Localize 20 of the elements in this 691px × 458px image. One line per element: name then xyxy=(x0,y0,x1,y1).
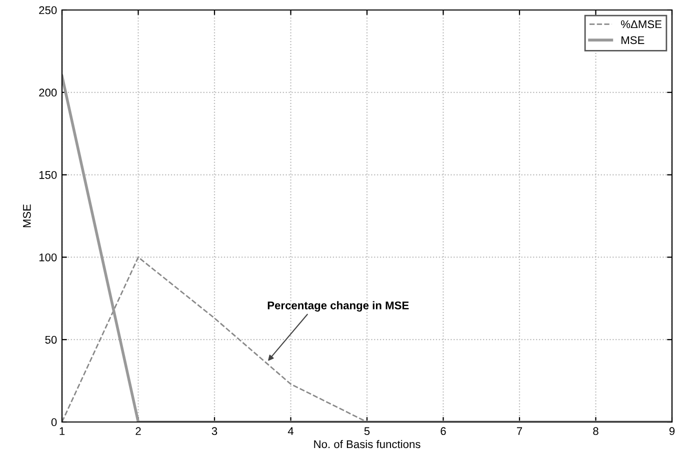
x-axis-title: No. of Basis functions xyxy=(314,440,420,448)
x-tick-label: 3 xyxy=(212,427,218,436)
y-tick-label: 200 xyxy=(39,88,57,97)
x-tick-label: 9 xyxy=(669,427,675,436)
legend-label: %ΔMSE xyxy=(621,20,662,28)
legend-label: MSE xyxy=(622,36,644,44)
y-tick-label: 250 xyxy=(39,6,57,14)
x-tick-label: 2 xyxy=(136,427,141,435)
y-tick-label: 50 xyxy=(45,336,57,344)
x-tick-label: 6 xyxy=(440,427,446,436)
y-tick-label: 150 xyxy=(39,171,57,179)
annotation: Percentage change in MSE xyxy=(268,301,409,312)
y-axis-title: MSE xyxy=(22,204,31,228)
x-tick-label: 1 xyxy=(60,427,65,435)
y-tick-label: 100 xyxy=(39,253,57,262)
x-tick-label: 8 xyxy=(593,427,598,436)
x-tick-label: 4 xyxy=(288,427,294,435)
y-tick-label: 0 xyxy=(51,418,57,426)
x-tick-label: 5 xyxy=(364,427,370,436)
x-tick-label: 7 xyxy=(516,427,522,435)
